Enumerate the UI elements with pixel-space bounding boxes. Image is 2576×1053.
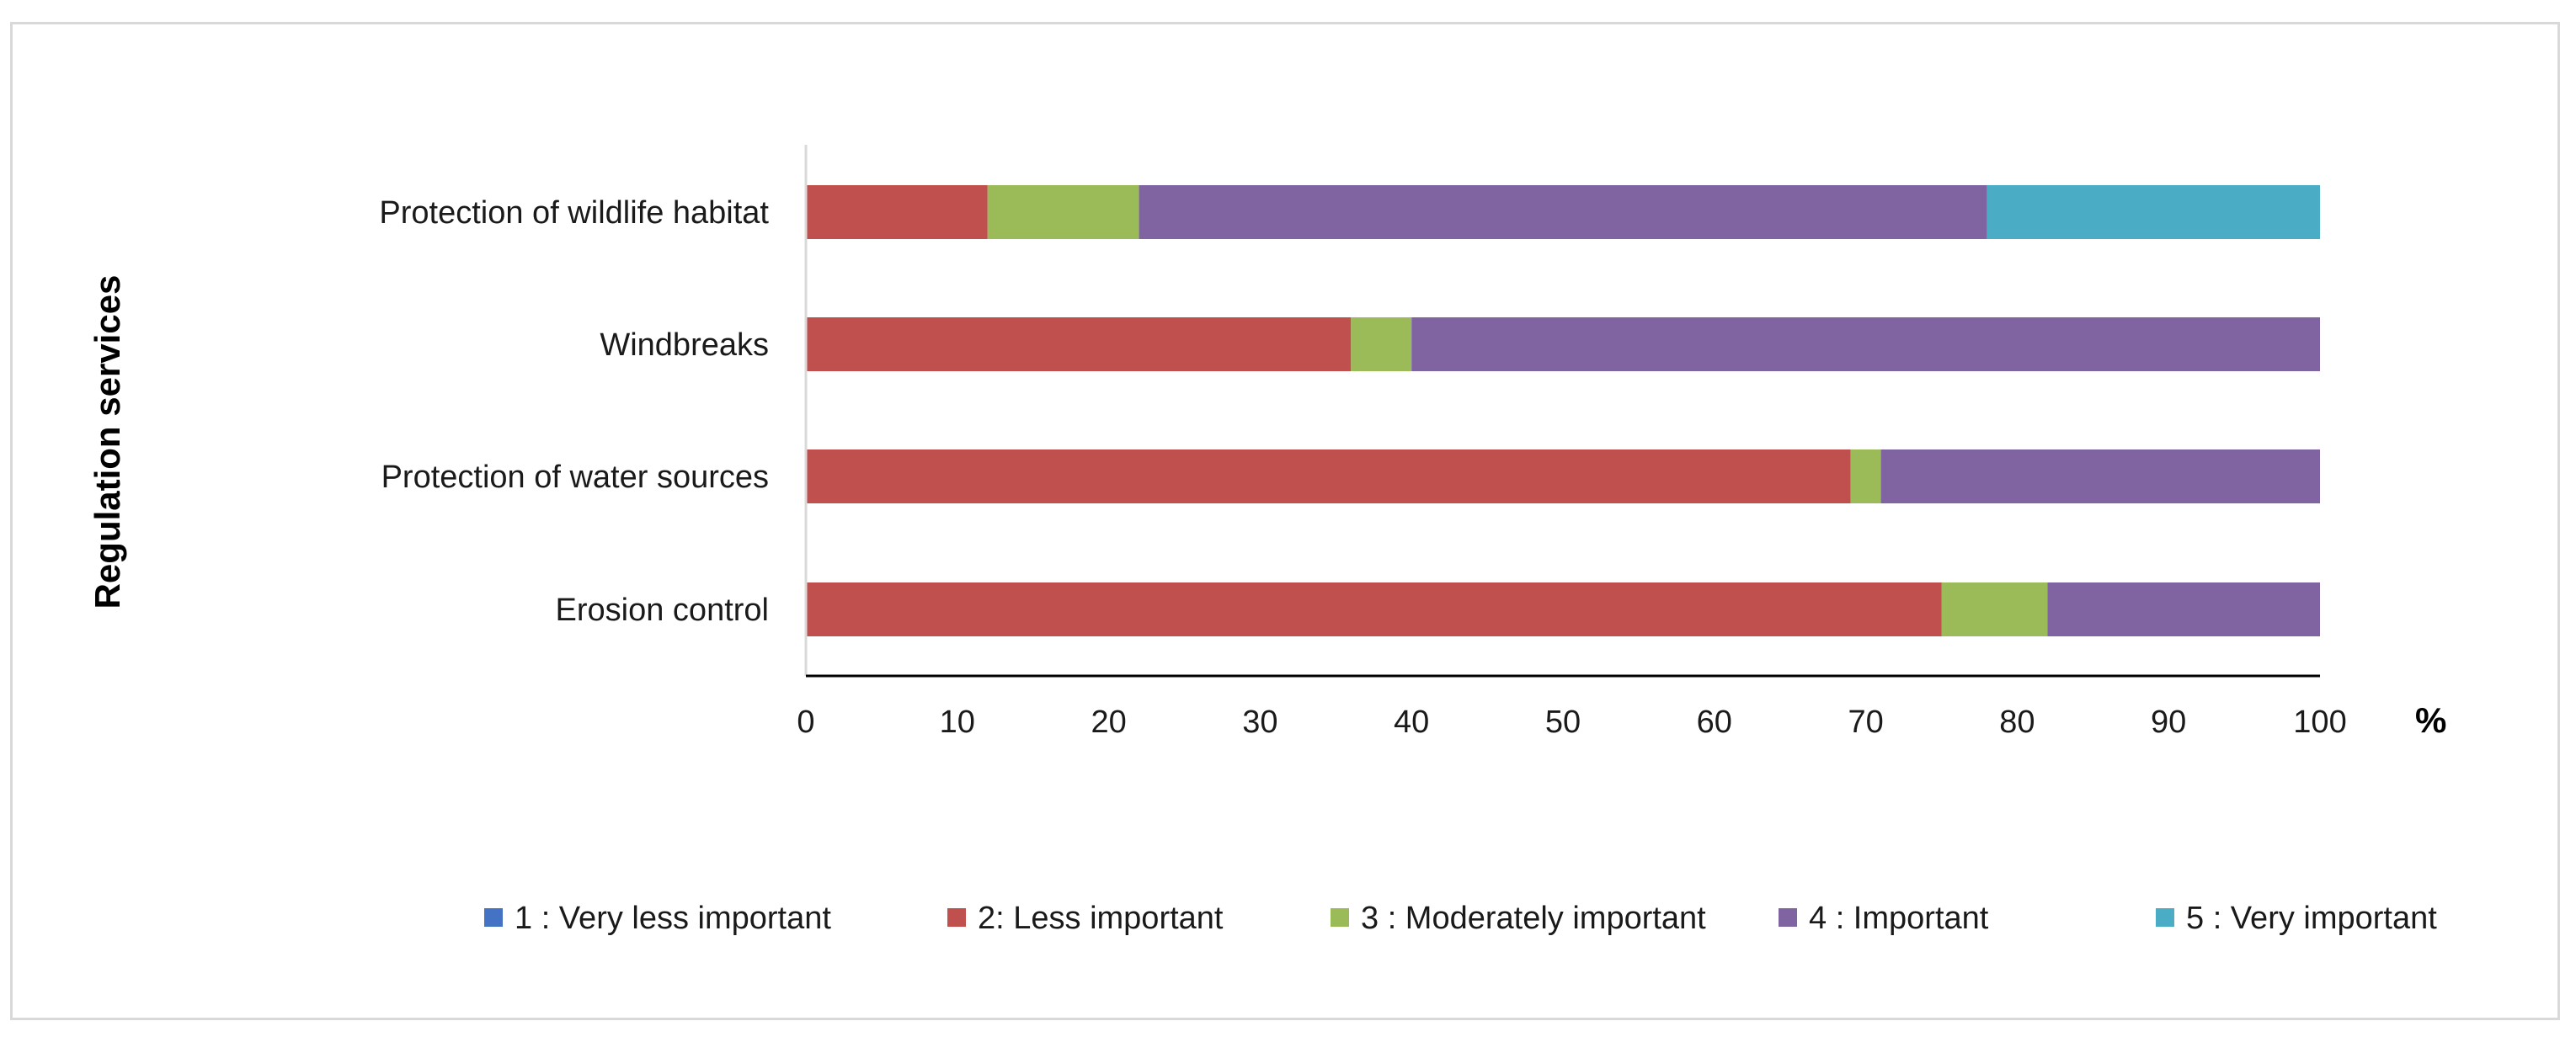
legend-swatch — [2156, 908, 2174, 927]
x-tick-labels: 0 10 20 30 40 50 60 70 80 90 100 — [797, 705, 2346, 740]
legend-label: 1 : Very less important — [515, 901, 831, 936]
bar-segment — [1941, 582, 2048, 636]
bar-segment — [1351, 317, 1412, 371]
legend: 1 : Very less important 2: Less important… — [484, 901, 2437, 936]
x-tick-label: 60 — [1697, 705, 1732, 740]
y-axis-title: Regulation services — [88, 275, 127, 609]
bar-segment — [1987, 185, 2320, 239]
x-tick-label: 80 — [1999, 705, 2035, 740]
x-tick-label: 50 — [1545, 705, 1581, 740]
bars-layer — [806, 185, 2320, 636]
legend-label: 2: Less important — [978, 901, 1224, 936]
bar-segment — [806, 185, 988, 239]
bar-segment — [806, 582, 1942, 636]
legend-label: 5 : Very important — [2186, 901, 2437, 936]
bar-segment — [987, 185, 1139, 239]
legend-swatch — [947, 908, 966, 927]
category-label: Protection of water sources — [381, 460, 769, 495]
bar-segment — [806, 317, 1352, 371]
category-labels: Protection of wildlife habitat Windbreaks… — [379, 195, 769, 628]
x-axis-unit-label: % — [2415, 700, 2446, 740]
bar-segment — [1850, 449, 1881, 503]
category-label: Windbreaks — [600, 327, 769, 363]
x-tick-label: 70 — [1848, 705, 1883, 740]
legend-swatch — [484, 908, 503, 927]
axis-layer — [804, 145, 2320, 678]
x-tick-label: 0 — [797, 705, 814, 740]
legend-label: 3 : Moderately important — [1361, 901, 1706, 936]
bar-segment — [1139, 185, 1987, 239]
category-label: Protection of wildlife habitat — [379, 195, 769, 231]
x-tick-label: 20 — [1091, 705, 1126, 740]
bar-segment — [2047, 582, 2320, 636]
category-label: Erosion control — [556, 593, 769, 628]
bar-segment — [1411, 317, 2320, 371]
bar-segment — [806, 449, 1851, 503]
legend-swatch — [1331, 908, 1349, 927]
x-tick-label: 90 — [2151, 705, 2186, 740]
x-tick-label: 100 — [2293, 705, 2346, 740]
legend-swatch — [1779, 908, 1797, 927]
x-tick-label: 10 — [940, 705, 975, 740]
legend-label: 4 : Important — [1809, 901, 1989, 936]
bar-segment — [1880, 449, 2320, 503]
x-tick-label: 40 — [1394, 705, 1429, 740]
x-tick-label: 30 — [1242, 705, 1277, 740]
